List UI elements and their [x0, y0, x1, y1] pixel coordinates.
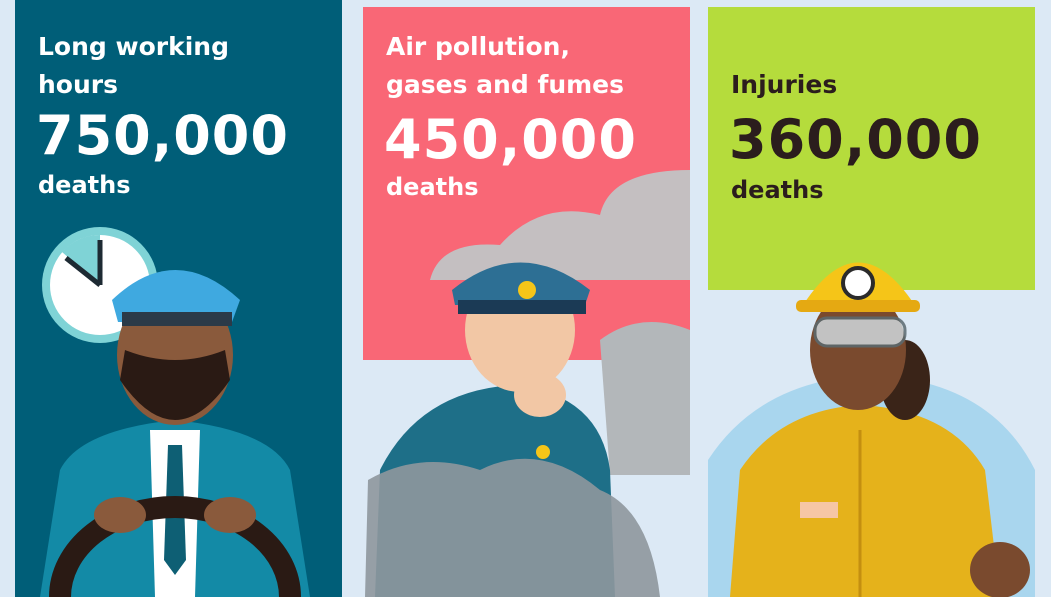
headlamp: [841, 266, 875, 300]
badge: [536, 445, 550, 459]
badge: [518, 281, 536, 299]
panel-background: [708, 7, 1035, 290]
cap-brim: [122, 312, 232, 326]
cap-brim: [458, 300, 586, 314]
hand: [94, 497, 146, 533]
clock-hand: [64, 256, 102, 287]
panel-label: Injuries: [731, 70, 838, 99]
panel-unit: deaths: [731, 176, 824, 204]
hand: [970, 542, 1030, 597]
jacket: [730, 405, 1000, 597]
panel-label: Long working hours: [38, 32, 229, 99]
panel-unit: deaths: [386, 173, 479, 201]
panel-value: 360,000: [729, 108, 982, 171]
fumes: [365, 458, 660, 597]
panel-unit: deaths: [38, 171, 131, 199]
fumes: [600, 322, 690, 475]
panel-value: 750,000: [36, 104, 289, 167]
hand: [204, 497, 256, 533]
pocket-tag: [800, 502, 838, 518]
cap: [112, 270, 240, 322]
helmet-brim: [796, 300, 920, 312]
panel-label: Air pollution, gases and fumes: [386, 32, 625, 99]
steering-wheel: [49, 496, 301, 597]
beard: [120, 350, 230, 420]
hand: [514, 373, 566, 417]
goggles: [813, 316, 907, 348]
fumes: [430, 170, 690, 280]
clock-sector: [62, 234, 100, 285]
panel-value: 450,000: [384, 108, 637, 171]
